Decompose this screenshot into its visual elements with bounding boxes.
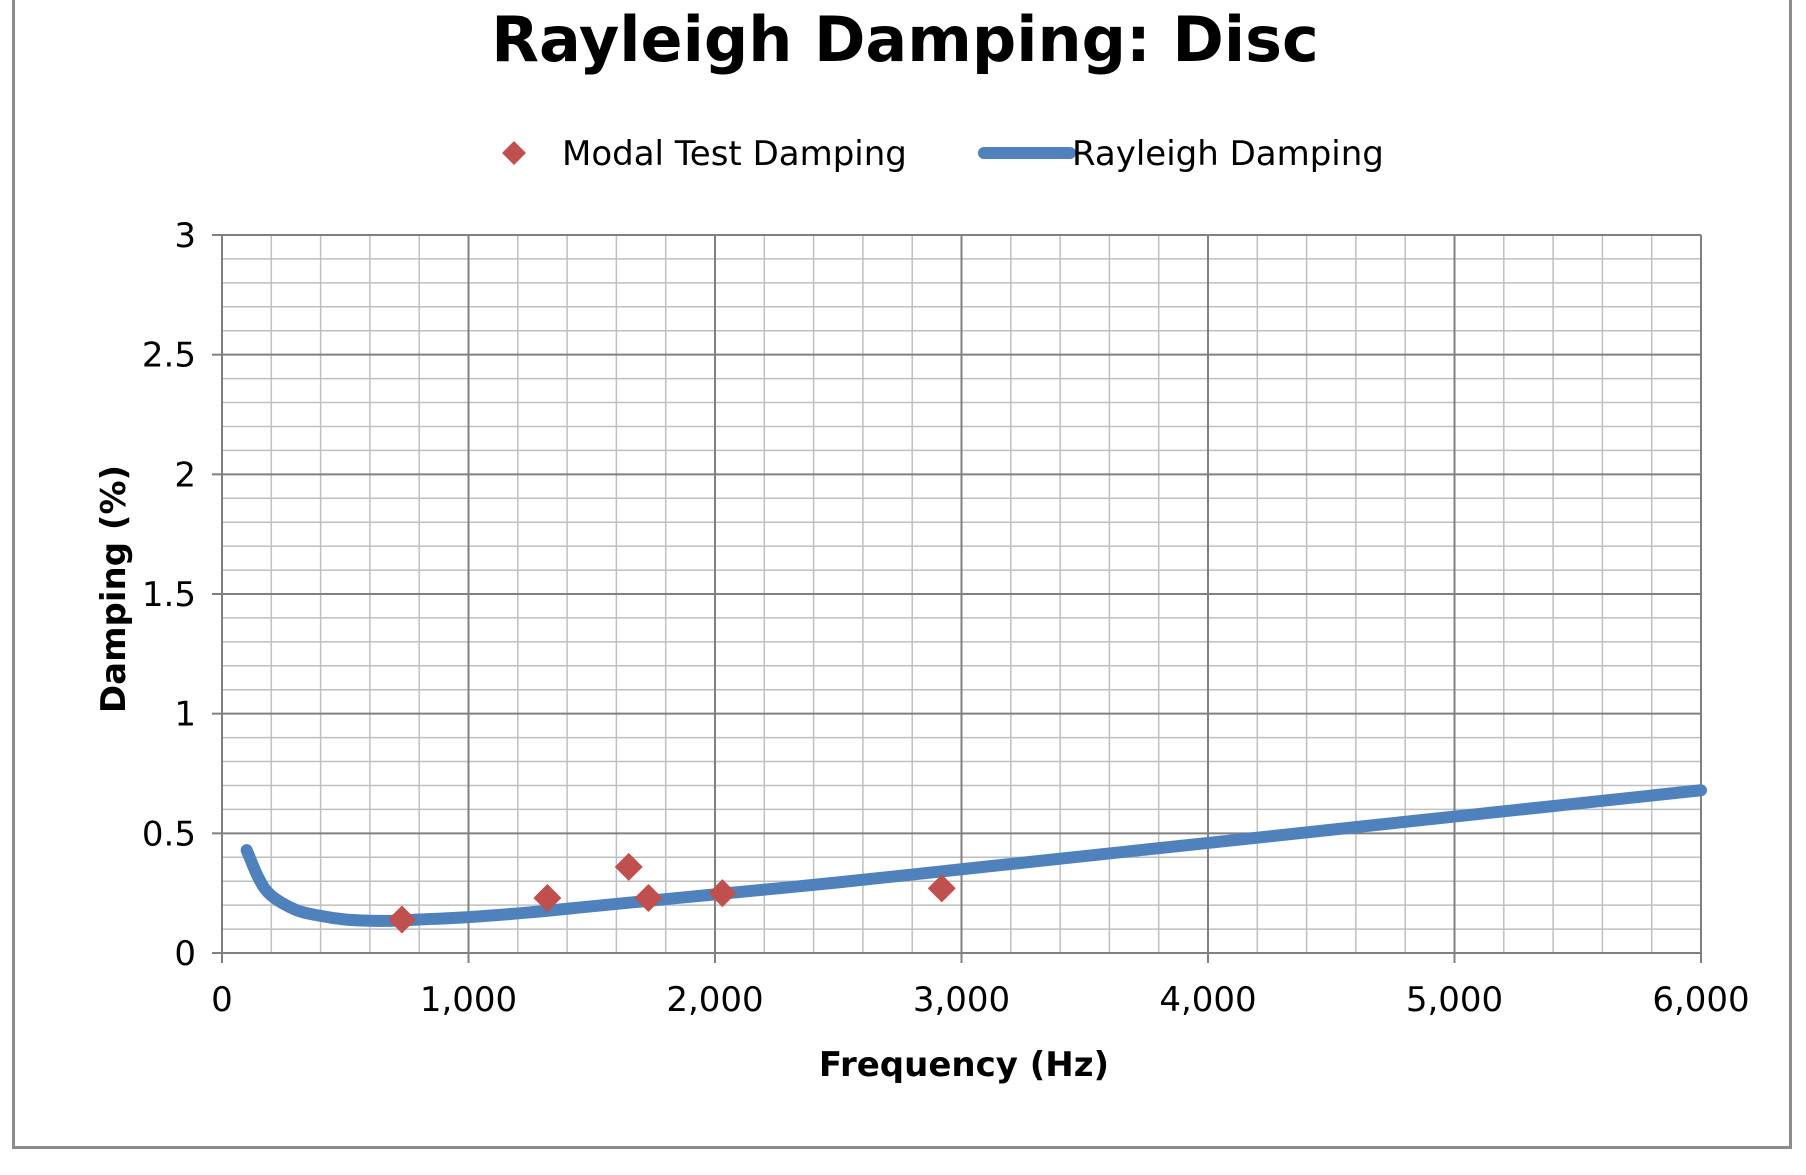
data-point-modal-test-damping [387,905,416,934]
y-tick-label: 2.5 [142,336,196,376]
chart-svg: Rayleigh Damping: Disc Modal Test Dampin… [94,3,1750,1085]
y-tick-label: 2 [174,455,196,495]
data-point-modal-test-damping [533,883,562,912]
chart-frame: Rayleigh Damping: Disc Modal Test Dampin… [12,0,1792,1149]
x-tick-label: 6,000 [1652,980,1749,1020]
x-tick-label: 4,000 [1159,980,1256,1020]
x-tick-labels: 0 1,000 2,000 3,000 4,000 5,000 6,000 [211,980,1749,1020]
x-tick-label: 1,000 [420,980,517,1020]
legend-label-rayleigh-damping: Rayleigh Damping [1072,134,1384,174]
x-tick-label: 2,000 [666,980,763,1020]
data-point-modal-test-damping [634,883,663,912]
x-tick-label: 3,000 [913,980,1010,1020]
legend-marker-modal-test-damping [502,141,526,165]
x-axis-title: Frequency (Hz) [819,1045,1109,1085]
data-point-modal-test-damping [614,852,643,881]
chart-title: Rayleigh Damping: Disc [491,3,1319,76]
y-axis-title: Damping (%) [94,465,134,713]
legend: Modal Test Damping Rayleigh Damping [502,134,1384,174]
y-tick-label: 1 [174,695,196,735]
legend-label-modal-test-damping: Modal Test Damping [562,134,907,174]
y-tick-label: 1.5 [142,575,196,615]
y-tick-label: 3 [174,216,196,256]
y-tick-labels: 0 0.5 1 1.5 2 2.5 3 [142,216,196,974]
series-layer [240,784,1707,934]
y-tick-label: 0.5 [142,814,196,854]
data-point-modal-test-damping [708,879,737,908]
data-point-modal-test-damping [927,874,956,903]
grid-major [221,234,1702,954]
x-tick-label: 0 [211,980,233,1020]
x-tick-label: 5,000 [1406,980,1503,1020]
axes [212,234,1702,963]
y-tick-label: 0 [174,934,196,974]
